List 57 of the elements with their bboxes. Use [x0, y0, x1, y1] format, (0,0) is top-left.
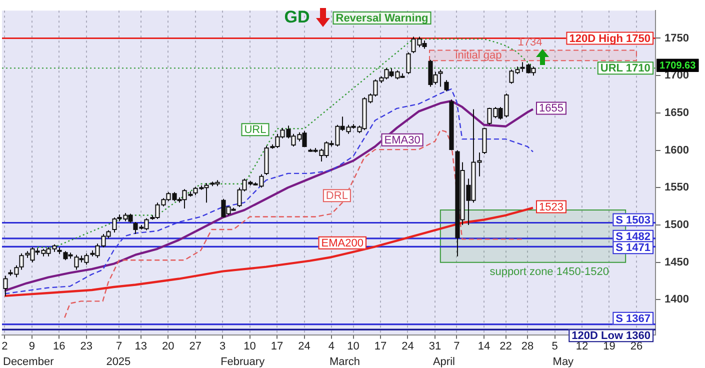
- band-label: support zone 1450-1520: [490, 266, 609, 278]
- ref-line-label: 120D High 1750: [569, 32, 651, 45]
- text: 1709.63: [660, 60, 696, 72]
- x-tick-label: 7: [454, 340, 460, 352]
- x-tick-label: 26: [630, 340, 643, 352]
- series-label: URL: [244, 124, 266, 136]
- ref-line-label: 120D Low 1360: [572, 330, 651, 342]
- x-tick-label: 14: [478, 340, 490, 352]
- text: March: [329, 356, 360, 368]
- y-tick-label: 1500: [664, 219, 690, 232]
- text: December: [3, 356, 54, 368]
- x-tick-label: 5: [552, 340, 558, 352]
- x-tick-label: 27: [189, 340, 202, 352]
- x-tick-label: 4: [328, 340, 335, 352]
- text: 2025: [106, 356, 131, 368]
- text: February: [220, 356, 266, 368]
- x-tick-label: 3: [220, 340, 226, 352]
- x-tick-label: 20: [162, 340, 174, 352]
- x-tick-label: 19: [603, 340, 616, 352]
- annotation: GD: [284, 8, 310, 27]
- y-tick-label: 1650: [664, 106, 690, 119]
- y-tick-label: 1400: [664, 294, 690, 306]
- ref-line-label: S 1482: [616, 230, 651, 243]
- x-tick-label: 22: [500, 340, 512, 352]
- x-tick-label: 31: [428, 340, 442, 352]
- series-label: EMA200: [321, 237, 364, 250]
- x-tick-label: 16: [53, 340, 66, 352]
- ref-line-label: S 1503: [616, 214, 651, 226]
- ref-line-label: S 1471: [616, 242, 651, 254]
- x-tick-label: 23: [80, 340, 93, 352]
- x-tick-label: 28: [521, 340, 534, 352]
- band-label: initial gap: [455, 49, 502, 62]
- ref-line-label: S 1367: [616, 312, 651, 325]
- text: May: [552, 356, 574, 368]
- x-tick-label: 17: [374, 340, 387, 352]
- x-tick-label: 13: [134, 340, 147, 352]
- series-label: EMA30: [384, 134, 420, 146]
- data-label: 1655: [538, 102, 564, 115]
- x-tick-label: 17: [270, 340, 284, 352]
- x-tick-label: 24: [298, 340, 310, 352]
- y-tick-label: 1450: [664, 256, 690, 268]
- text: April: [432, 356, 455, 368]
- x-tick-label: 7: [116, 340, 122, 352]
- ref-line-label: URL 1710: [600, 62, 650, 75]
- x-tick-label: 2: [2, 340, 8, 352]
- annotation: Reversal Warning: [336, 12, 428, 25]
- x-tick-label: 9: [28, 340, 36, 352]
- y-tick-label: 1750: [664, 32, 690, 44]
- y-tick-label: 1600: [664, 144, 690, 156]
- x-tick-label: 10: [244, 340, 256, 352]
- y-tick-label: 1550: [664, 182, 690, 194]
- x-tick-label: 24: [402, 340, 414, 352]
- annotation: 1734: [518, 36, 542, 49]
- x-tick-label: 12: [576, 340, 588, 352]
- data-label: 1523: [538, 201, 564, 214]
- series-label: DRL: [326, 190, 348, 202]
- x-tick-label: 10: [347, 340, 360, 352]
